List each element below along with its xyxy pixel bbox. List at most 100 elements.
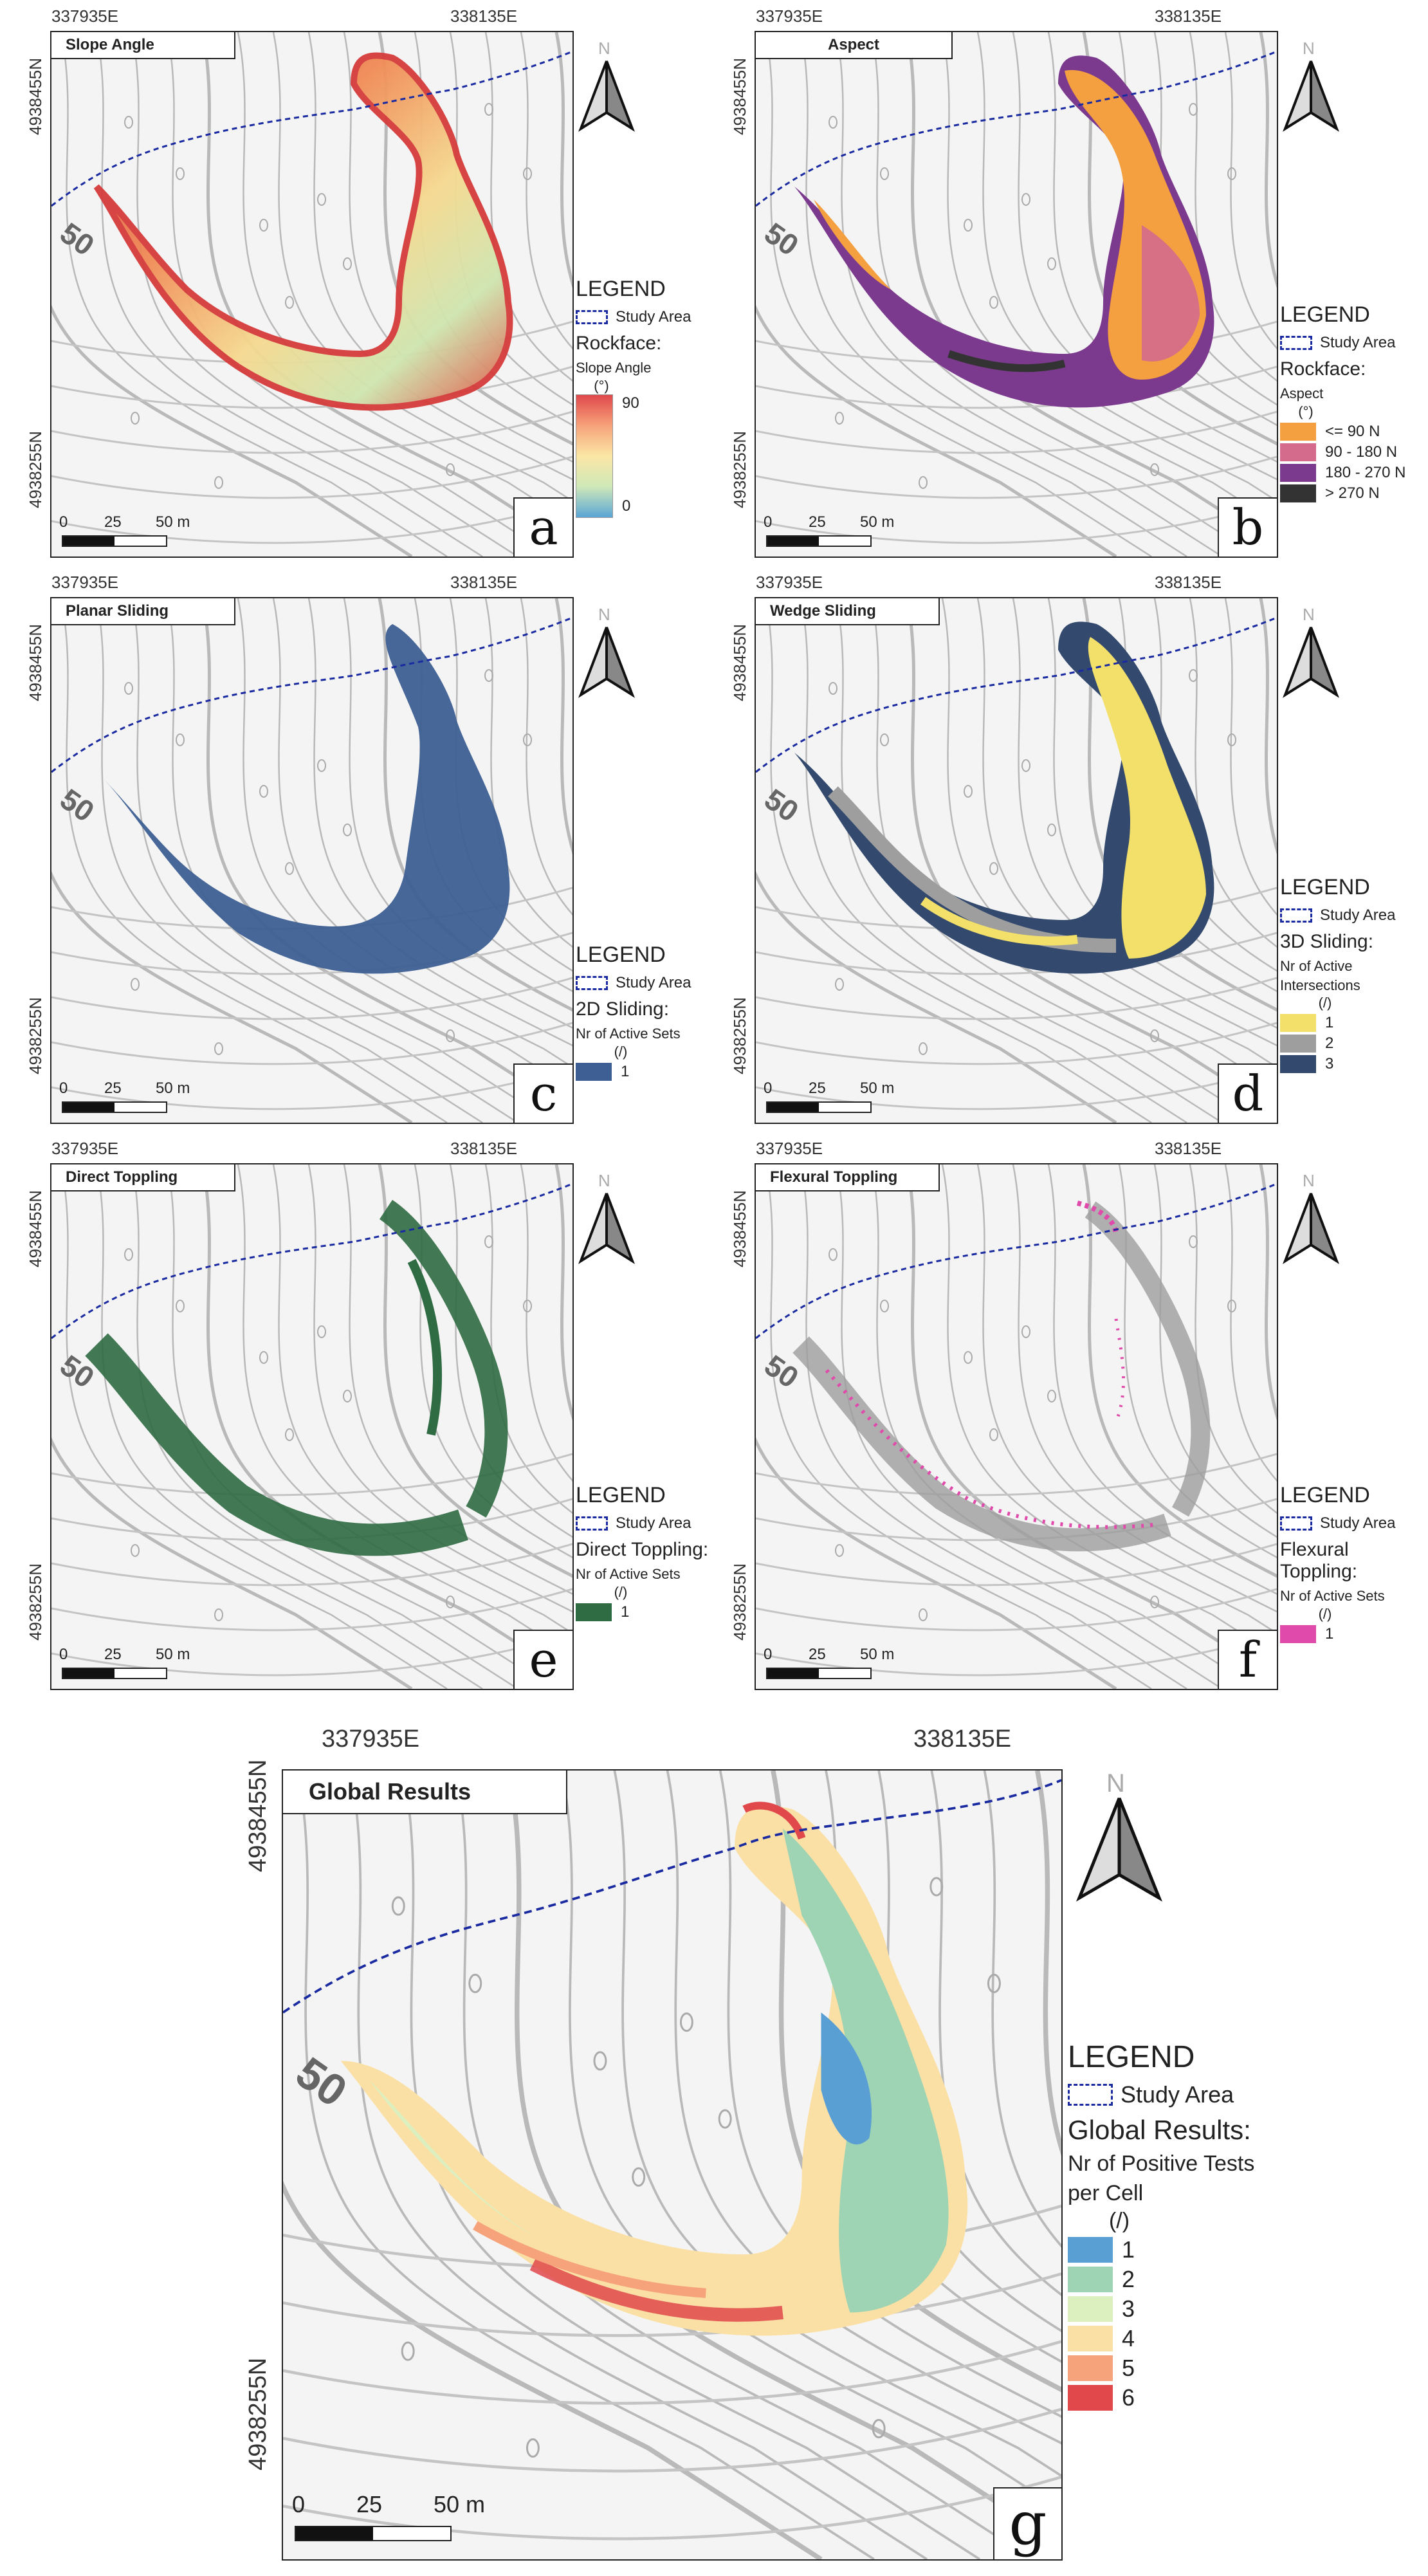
legend-class-label: 6	[1122, 2384, 1135, 2411]
legend-swatch	[1068, 2355, 1113, 2381]
map-frame: 50 Flexural Toppling f 0 25 50 m	[755, 1163, 1278, 1690]
legend-sub: Nr of Active Sets	[576, 1566, 681, 1582]
north-arrow-icon	[578, 627, 635, 698]
study-area-swatch	[1280, 1516, 1312, 1531]
legend: LEGEND Study Area Direct Toppling: Nr of…	[576, 1483, 711, 1624]
contour-line	[201, 32, 572, 548]
boulder-symbol	[259, 785, 268, 798]
study-area-label: Study Area	[1320, 1514, 1396, 1532]
panel-d: 337935E 338135E 4938455N 4938255N 50 Wed…	[704, 566, 1428, 1132]
study-area-swatch	[1068, 2084, 1113, 2106]
north-arrow-icon	[578, 60, 635, 132]
legend-heading: Global Results:	[1068, 2115, 1251, 2145]
scale-label-25: 25	[809, 1646, 826, 1663]
legend-class-label: 2	[1325, 1035, 1334, 1053]
panel-title: Flexural Toppling	[756, 1164, 940, 1191]
panel-letter: d	[1218, 1063, 1277, 1123]
contour-line	[554, 1164, 572, 1421]
legend: LEGEND Study Area 2D Sliding: Nr of Acti…	[576, 943, 711, 1083]
north-arrow: N	[1282, 1171, 1340, 1267]
legend-class-5: 5	[1068, 2355, 1286, 2382]
northing-bottom-label: 4938255N	[26, 997, 45, 1074]
contour-line	[756, 501, 1277, 544]
contour-line	[756, 1437, 1117, 1689]
contour-line	[1224, 32, 1277, 350]
panel-letter: b	[1218, 497, 1277, 557]
contour-line	[800, 32, 1187, 557]
legend-swatch	[1280, 1055, 1316, 1074]
legend-swatch	[1068, 2325, 1113, 2351]
legend-sub: Aspect	[1280, 385, 1324, 401]
legend-class-1: 1	[1280, 1624, 1425, 1643]
contour-line	[520, 32, 572, 350]
contour-line	[349, 1771, 928, 2559]
map-frame: 50 Aspect b 0 25 50 m	[755, 31, 1278, 558]
contour-line	[800, 1164, 1187, 1689]
contour-line	[520, 1164, 572, 1482]
legend-class-label: 5	[1122, 2354, 1135, 2381]
contour-line	[201, 598, 572, 1114]
boulder-symbol	[285, 296, 294, 309]
scale-bar: 0 25 50 m	[292, 2491, 498, 2549]
boulder-symbol	[880, 1300, 889, 1312]
contour-line	[1224, 598, 1277, 916]
contour-line	[1034, 1771, 1061, 2157]
north-arrow-icon	[578, 1193, 635, 1264]
contour-line	[764, 1164, 1152, 1689]
boulder-symbol	[1189, 103, 1198, 116]
easting-left-label: 337935E	[756, 1139, 823, 1158]
boulder-symbol	[343, 1390, 352, 1403]
boulder-symbol	[880, 733, 889, 746]
legend-swatch	[1280, 1035, 1316, 1053]
legend-units: (/)	[1318, 1605, 1332, 1622]
contour-line	[378, 1164, 572, 1578]
contour-line	[51, 304, 413, 557]
legend-units: (/)	[614, 1043, 628, 1060]
contour-line	[554, 598, 572, 855]
legend-class-label: 90 - 180 N	[1325, 443, 1398, 461]
contour-line	[1047, 1164, 1277, 1595]
scale-bar: 0 25 50 m	[59, 513, 190, 552]
northing-bottom-label: 4938255N	[244, 2357, 271, 2470]
legend-class-label: > 270 N	[1325, 484, 1380, 502]
boulder-symbol	[484, 669, 493, 682]
legend-sub: Nr of Positive Tests per Cell	[1068, 2151, 1255, 2205]
contour-basemap: 50	[756, 1164, 1277, 1689]
contour-line	[983, 1771, 1061, 2248]
contour-line	[800, 598, 1187, 1123]
scale-label-50: 50 m	[156, 1080, 190, 1097]
scale-label-25: 25	[809, 513, 826, 531]
scale-label-50: 50 m	[860, 1646, 895, 1663]
legend-class-1: 1	[576, 1603, 711, 1621]
study-area-label: Study Area	[616, 308, 691, 326]
contour-line	[51, 501, 572, 544]
contour-line	[283, 2180, 823, 2559]
scale-bar: 0 25 50 m	[59, 1646, 190, 1684]
legend-class-2: 90 - 180 N	[1280, 443, 1428, 461]
contour-line	[1189, 1164, 1277, 1514]
scale-bar: 0 25 50 m	[764, 1646, 895, 1684]
contour-basemap: 50	[756, 32, 1277, 557]
panel-title: Aspect	[756, 32, 953, 59]
contour-line	[756, 304, 1117, 557]
boulder-symbol	[835, 412, 844, 425]
planar-sliding-raster	[103, 624, 510, 974]
boulder-symbol	[391, 1896, 405, 1916]
panel-b: 337935E 338135E 4938455N 4938255N 50 Asp…	[704, 0, 1428, 566]
boulder-symbol	[1047, 257, 1056, 270]
legend-class-3: 3	[1068, 2295, 1286, 2323]
legend-classes: 1	[576, 1062, 711, 1081]
contour-line	[756, 1067, 1277, 1110]
boulder-symbol	[964, 219, 973, 232]
contour-line	[1082, 1164, 1277, 1578]
legend-title: LEGEND	[1280, 302, 1370, 327]
northing-top-label: 4938455N	[730, 58, 749, 135]
boulder-symbol	[484, 103, 493, 116]
boulder-symbol	[872, 2418, 886, 2438]
panel-title: Planar Sliding	[51, 598, 235, 625]
contour-line	[343, 598, 572, 1029]
legend-title: LEGEND	[1280, 1483, 1370, 1507]
north-arrow-icon	[1283, 627, 1339, 698]
aspect-raster	[794, 55, 1214, 408]
